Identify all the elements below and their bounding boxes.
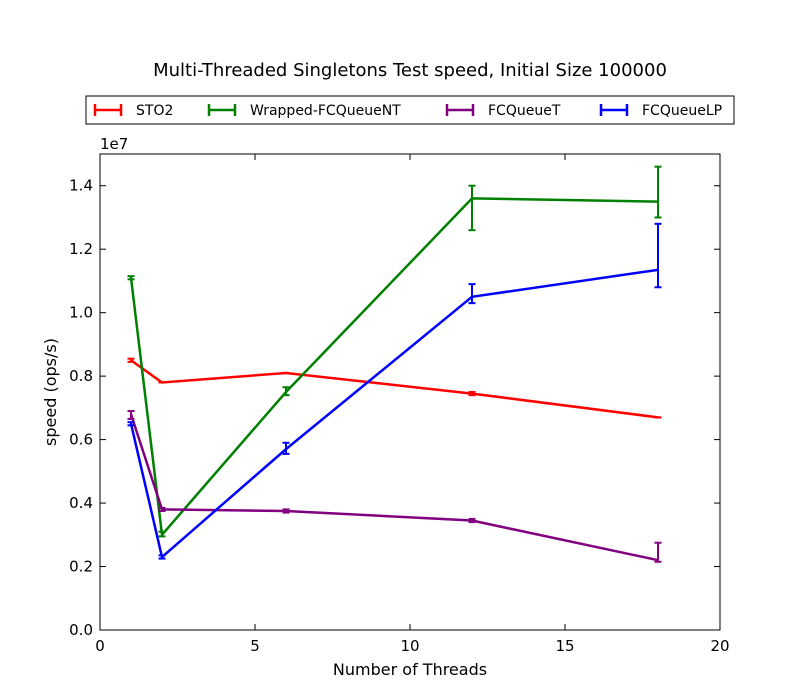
series-sto2	[127, 357, 662, 419]
y-tick-label: 1.2	[69, 240, 93, 258]
plot-frame	[99, 153, 721, 631]
legend-label: Wrapped-FCQueueNT	[250, 103, 401, 119]
y-tick-label: 1.4	[69, 177, 93, 195]
x-tick-label: 5	[250, 637, 260, 655]
legend: STO2 Wrapped-FCQueueNT FCQueueT FCQueueLP	[85, 95, 735, 125]
x-axis-label: Number of Threads	[333, 660, 487, 679]
series-fcqueuet	[127, 410, 662, 563]
error-bar	[158, 530, 166, 538]
series-line	[129, 413, 659, 562]
legend-frame	[85, 95, 735, 125]
y-tick-label: 0.6	[69, 431, 93, 449]
legend-entry: Wrapped-FCQueueNT	[207, 103, 401, 119]
error-bar	[282, 386, 290, 397]
series-wrapped-fcqueuent	[127, 165, 662, 538]
error-bar	[654, 541, 662, 563]
legend-label: STO2	[136, 103, 173, 119]
error-bar	[127, 357, 135, 363]
error-bar	[127, 410, 135, 420]
error-bar	[654, 165, 662, 219]
error-bar	[468, 184, 476, 232]
x-tick-label: 10	[400, 637, 419, 655]
y-axis-label: speed (ops/s)	[41, 338, 60, 446]
y-tick-label: 0.4	[69, 494, 93, 512]
y-axis-offset-label: 1e7	[100, 135, 128, 153]
y-tick-label: 0.0	[69, 621, 93, 639]
y-axis: 0.0 0.2 0.4 0.6 0.8 1.0 1.2 1.4	[69, 177, 720, 639]
error-bar	[158, 554, 166, 560]
x-tick-label: 20	[710, 637, 729, 655]
error-bar	[654, 222, 662, 289]
error-bar	[127, 421, 135, 427]
y-tick-label: 1.0	[69, 304, 93, 322]
error-bar	[468, 391, 476, 397]
legend-entry: STO2	[93, 103, 173, 119]
plot-area	[99, 153, 721, 631]
series-line	[129, 268, 659, 560]
x-tick-label: 0	[95, 637, 105, 655]
error-bar	[468, 517, 476, 524]
error-bar	[127, 275, 135, 281]
legend-label: FCQueueT	[488, 103, 561, 119]
x-axis: 0 5 10 15 20	[95, 154, 730, 655]
error-bar	[158, 506, 166, 512]
series-line	[130, 359, 659, 419]
x-tick-label: 15	[555, 637, 574, 655]
legend-label: FCQueueLP	[642, 103, 722, 119]
y-tick-label: 0.8	[69, 367, 93, 385]
chart-title: Multi-Threaded Singletons Test speed, In…	[153, 60, 667, 81]
error-bar	[282, 441, 290, 455]
error-bar	[468, 283, 476, 305]
error-bar	[282, 508, 290, 514]
series-line	[129, 197, 659, 538]
series-fcqueuelp	[127, 222, 662, 560]
legend-entry: FCQueueT	[445, 103, 561, 119]
legend-entry: FCQueueLP	[599, 103, 722, 119]
series-layer	[127, 165, 662, 563]
y-tick-label: 0.2	[69, 558, 93, 576]
